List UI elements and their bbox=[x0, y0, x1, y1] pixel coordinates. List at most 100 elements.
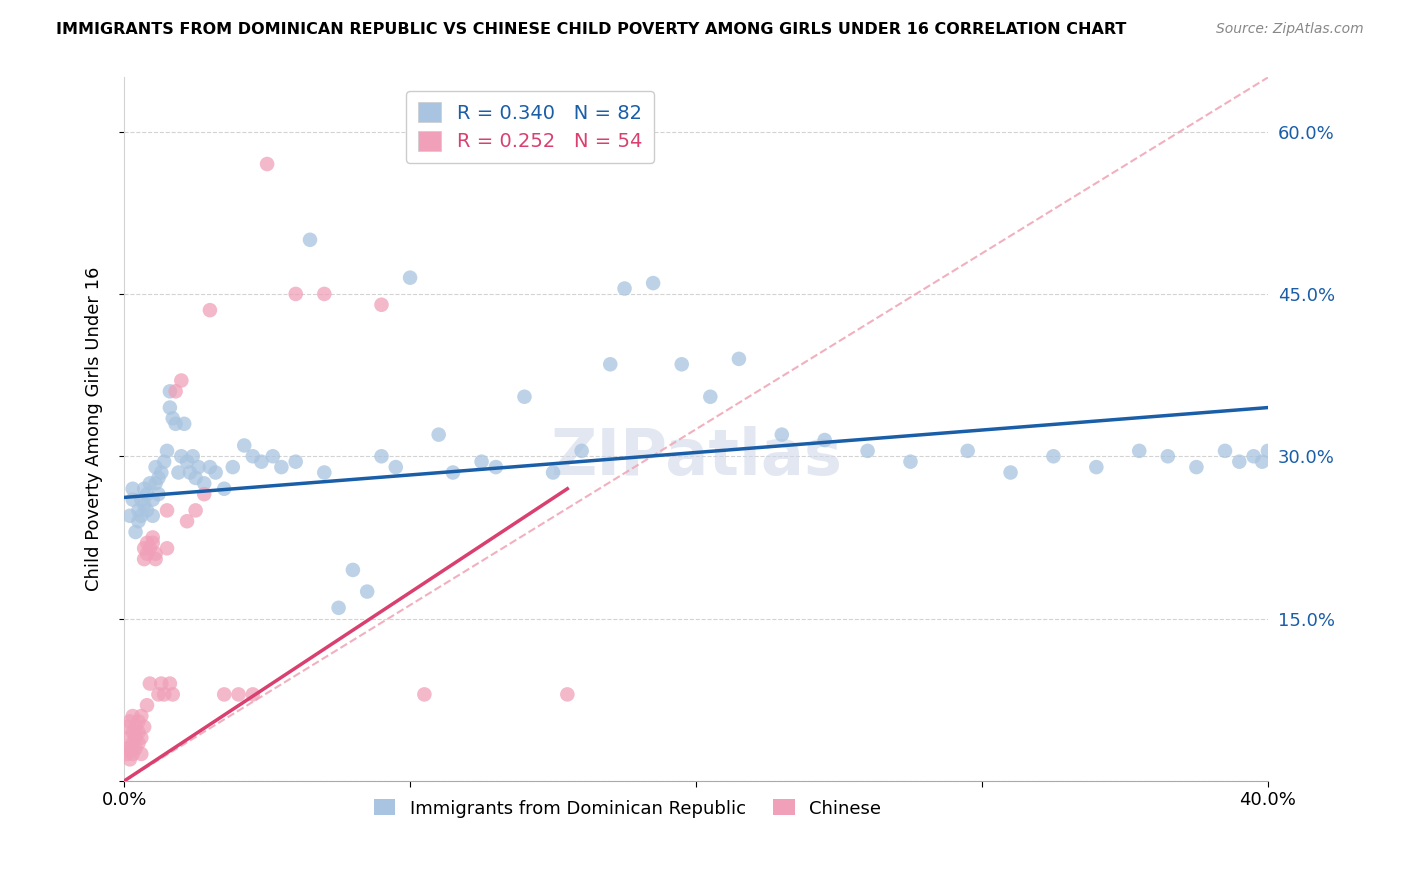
Point bbox=[121, 725, 143, 739]
Point bbox=[159, 676, 181, 690]
Point bbox=[156, 541, 179, 556]
Point bbox=[134, 482, 156, 496]
Point bbox=[179, 466, 201, 480]
Point bbox=[134, 552, 156, 566]
Point bbox=[129, 747, 152, 761]
Point bbox=[148, 487, 170, 501]
Point bbox=[1185, 460, 1208, 475]
Point bbox=[212, 482, 235, 496]
Point bbox=[1227, 455, 1250, 469]
Point bbox=[165, 384, 187, 399]
Point bbox=[121, 492, 143, 507]
Point bbox=[814, 433, 837, 447]
Point bbox=[165, 417, 187, 431]
Point bbox=[136, 487, 159, 501]
Point bbox=[118, 741, 141, 756]
Point bbox=[139, 676, 162, 690]
Point bbox=[170, 374, 193, 388]
Point bbox=[162, 687, 184, 701]
Point bbox=[145, 476, 167, 491]
Point bbox=[1157, 450, 1180, 464]
Point bbox=[233, 438, 256, 452]
Point bbox=[134, 720, 156, 734]
Point bbox=[142, 508, 165, 523]
Point bbox=[159, 384, 181, 399]
Point bbox=[1257, 443, 1279, 458]
Point bbox=[129, 508, 152, 523]
Point bbox=[129, 709, 152, 723]
Point bbox=[139, 476, 162, 491]
Point bbox=[127, 714, 149, 729]
Point bbox=[613, 281, 636, 295]
Point bbox=[513, 390, 536, 404]
Point bbox=[1000, 466, 1022, 480]
Point bbox=[384, 460, 406, 475]
Legend: Immigrants from Dominican Republic, Chinese: Immigrants from Dominican Republic, Chin… bbox=[367, 792, 889, 825]
Point bbox=[145, 552, 167, 566]
Point bbox=[145, 547, 167, 561]
Point bbox=[1128, 443, 1150, 458]
Point bbox=[242, 687, 264, 701]
Point bbox=[173, 417, 195, 431]
Point bbox=[184, 503, 207, 517]
Point bbox=[328, 600, 350, 615]
Point bbox=[124, 720, 146, 734]
Point bbox=[413, 687, 436, 701]
Point bbox=[204, 466, 226, 480]
Point bbox=[900, 455, 922, 469]
Point bbox=[129, 492, 152, 507]
Point bbox=[127, 725, 149, 739]
Point bbox=[599, 357, 621, 371]
Point bbox=[1085, 460, 1108, 475]
Point bbox=[284, 455, 307, 469]
Point bbox=[485, 460, 508, 475]
Point bbox=[198, 460, 221, 475]
Point bbox=[124, 524, 146, 539]
Point bbox=[145, 460, 167, 475]
Point bbox=[298, 233, 321, 247]
Point bbox=[118, 731, 141, 745]
Point bbox=[956, 443, 979, 458]
Point bbox=[699, 390, 721, 404]
Point bbox=[153, 687, 176, 701]
Y-axis label: Child Poverty Among Girls Under 16: Child Poverty Among Girls Under 16 bbox=[86, 267, 103, 591]
Point bbox=[441, 466, 464, 480]
Point bbox=[170, 450, 193, 464]
Point bbox=[127, 514, 149, 528]
Point bbox=[314, 466, 336, 480]
Point bbox=[770, 427, 793, 442]
Point bbox=[129, 731, 152, 745]
Point bbox=[193, 487, 215, 501]
Point bbox=[427, 427, 450, 442]
Point bbox=[256, 157, 278, 171]
Point bbox=[728, 351, 751, 366]
Point bbox=[167, 466, 190, 480]
Point bbox=[856, 443, 879, 458]
Point bbox=[142, 492, 165, 507]
Point bbox=[284, 287, 307, 301]
Point bbox=[153, 455, 176, 469]
Point bbox=[127, 736, 149, 750]
Point bbox=[342, 563, 364, 577]
Point bbox=[181, 450, 204, 464]
Point bbox=[115, 720, 138, 734]
Point bbox=[643, 276, 665, 290]
Point bbox=[148, 471, 170, 485]
Point bbox=[1213, 443, 1236, 458]
Point bbox=[121, 747, 143, 761]
Point bbox=[370, 298, 392, 312]
Text: Source: ZipAtlas.com: Source: ZipAtlas.com bbox=[1216, 22, 1364, 37]
Point bbox=[1042, 450, 1064, 464]
Point bbox=[136, 503, 159, 517]
Point bbox=[156, 503, 179, 517]
Point bbox=[150, 676, 173, 690]
Point bbox=[270, 460, 292, 475]
Point bbox=[1243, 450, 1265, 464]
Point bbox=[134, 498, 156, 512]
Point bbox=[159, 401, 181, 415]
Point bbox=[671, 357, 693, 371]
Point bbox=[557, 687, 579, 701]
Point bbox=[193, 476, 215, 491]
Point bbox=[250, 455, 273, 469]
Point bbox=[212, 687, 235, 701]
